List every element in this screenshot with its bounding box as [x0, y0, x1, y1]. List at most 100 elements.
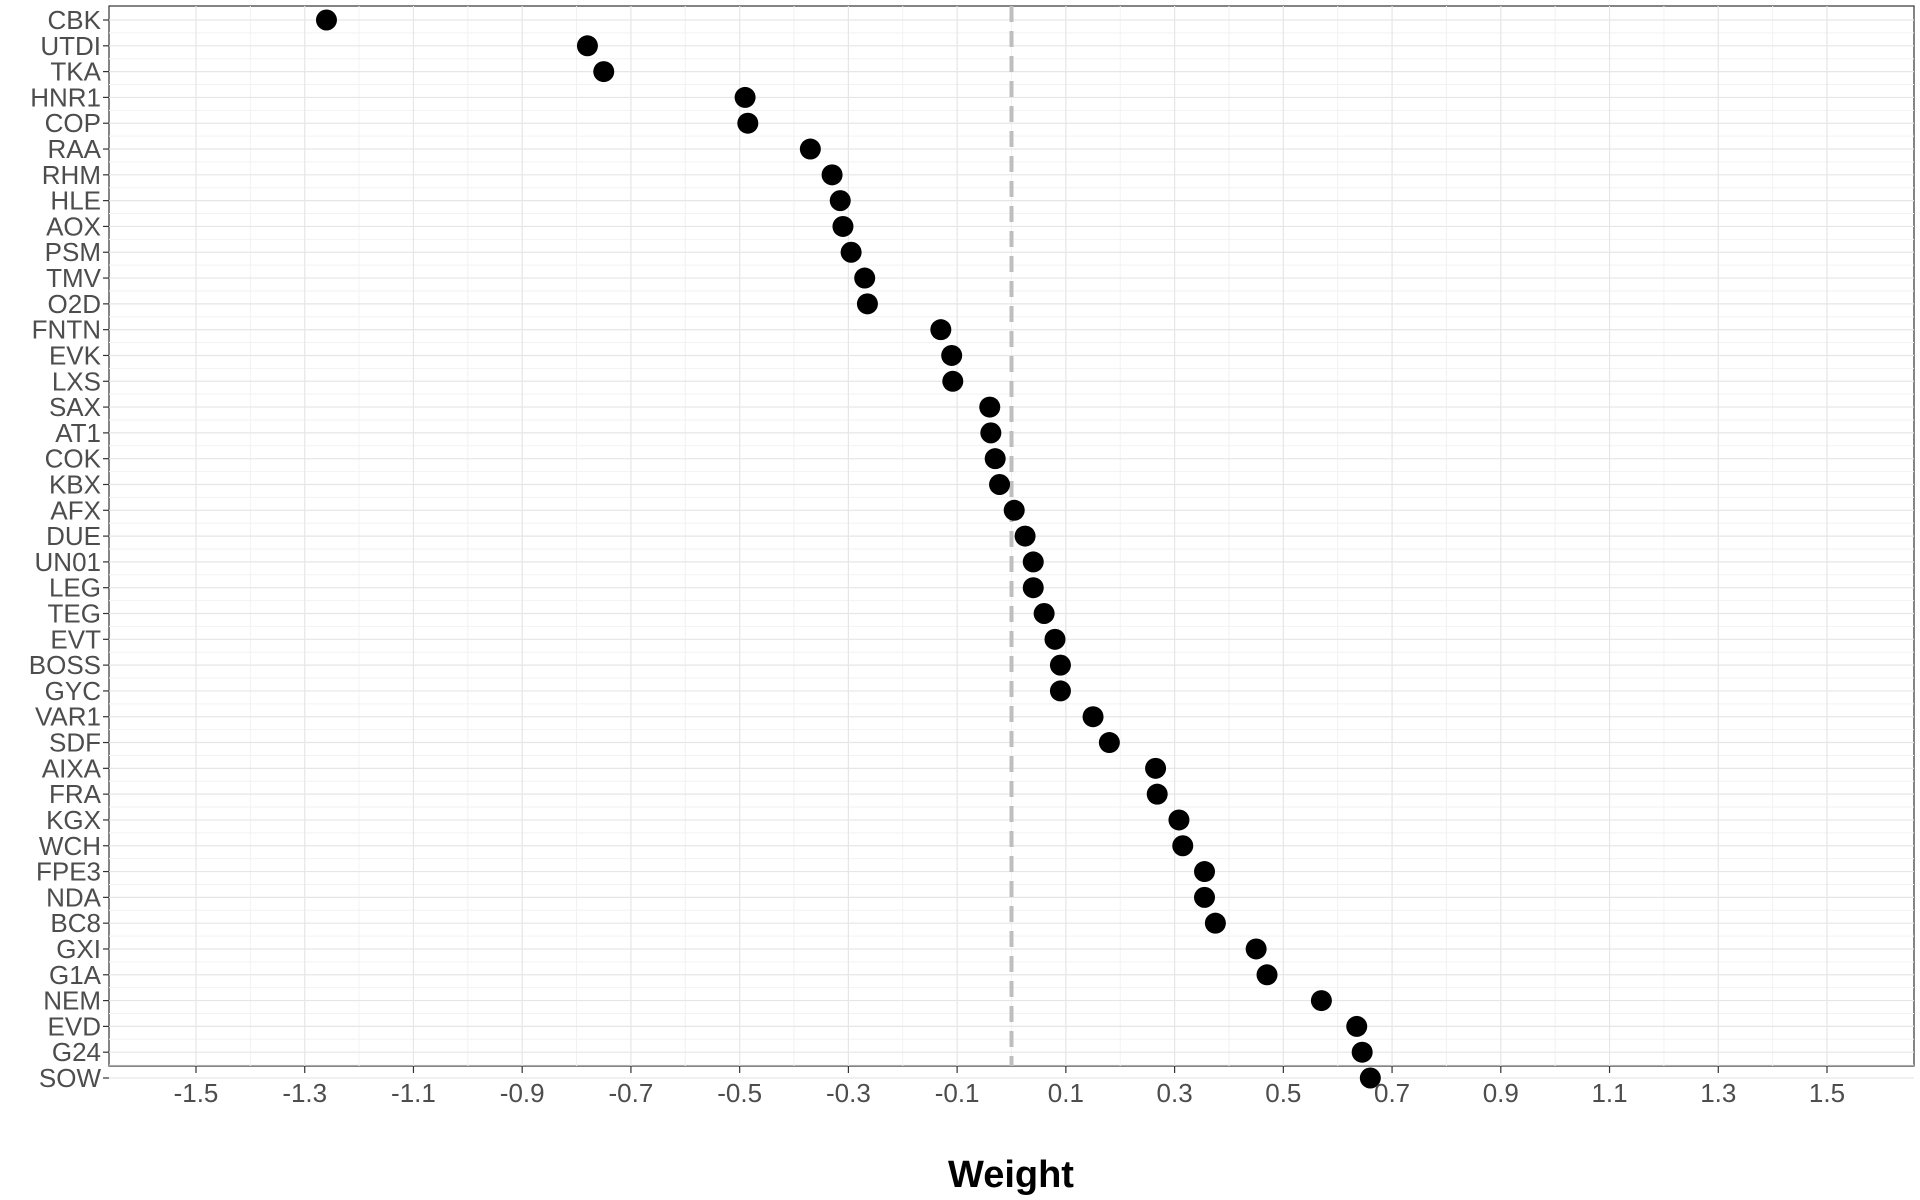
- data-point-due: [1014, 525, 1036, 547]
- data-point-gyc: [1049, 680, 1071, 702]
- y-tick-label-evd: EVD: [48, 1011, 101, 1041]
- y-tick-label-cop: COP: [45, 108, 101, 138]
- x-tick-label: 1.1: [1591, 1078, 1627, 1108]
- data-point-nda: [1194, 886, 1216, 908]
- data-point-kgx: [1168, 809, 1190, 831]
- data-point-tka: [593, 61, 615, 83]
- data-point-wch: [1172, 835, 1194, 857]
- data-point-psm: [840, 241, 862, 263]
- x-tick-label: -0.9: [500, 1078, 545, 1108]
- data-point-bc8: [1204, 912, 1226, 934]
- data-point-leg: [1022, 577, 1044, 599]
- x-tick-label: -1.1: [391, 1078, 436, 1108]
- y-tick-label-gxi: GXI: [56, 934, 101, 964]
- x-axis-ticks: [195, 1066, 1828, 1073]
- x-axis-title: Weight: [948, 1154, 1074, 1196]
- data-point-teg: [1033, 603, 1055, 625]
- data-point-fpe3: [1194, 861, 1216, 883]
- data-point-o2d: [856, 293, 878, 315]
- x-tick-label: -0.3: [826, 1078, 871, 1108]
- data-point-raa: [799, 138, 821, 160]
- y-tick-label-kgx: KGX: [46, 805, 101, 835]
- data-point-afx: [1003, 499, 1025, 521]
- y-tick-label-lxs: LXS: [52, 366, 101, 396]
- data-point-gxi: [1245, 938, 1267, 960]
- y-tick-label-sow: SOW: [39, 1063, 102, 1093]
- y-tick-label-cok: COK: [45, 444, 102, 474]
- data-point-g1a: [1256, 964, 1278, 986]
- data-point-evk: [941, 344, 963, 366]
- data-points: [315, 9, 1381, 1089]
- y-tick-label-psm: PSM: [45, 237, 101, 267]
- x-tick-label: 0.3: [1157, 1078, 1193, 1108]
- data-point-evt: [1044, 628, 1066, 650]
- y-tick-label-fpe3: FPE3: [36, 857, 101, 887]
- x-tick-label: 0.5: [1265, 1078, 1301, 1108]
- data-point-utdi: [576, 35, 598, 57]
- y-tick-label-teg: TEG: [48, 599, 101, 629]
- y-tick-label-fra: FRA: [49, 779, 102, 809]
- y-tick-label-nem: NEM: [43, 986, 101, 1016]
- y-tick-label-gyc: GYC: [45, 676, 101, 706]
- x-tick-label: 1.5: [1809, 1078, 1845, 1108]
- y-tick-label-hnr1: HNR1: [30, 82, 101, 112]
- data-point-at1: [980, 422, 1002, 444]
- x-tick-label: 0.1: [1048, 1078, 1084, 1108]
- y-tick-label-o2d: O2D: [48, 289, 101, 319]
- data-point-kbx: [989, 473, 1011, 495]
- data-point-cop: [737, 112, 759, 134]
- data-point-sow: [1359, 1067, 1381, 1089]
- data-point-fntn: [930, 319, 952, 341]
- y-tick-label-nda: NDA: [46, 882, 102, 912]
- y-tick-label-boss: BOSS: [29, 650, 101, 680]
- y-tick-label-g24: G24: [52, 1037, 101, 1067]
- y-tick-label-un01: UN01: [35, 547, 101, 577]
- data-point-sax: [979, 396, 1001, 418]
- x-tick-label: -1.3: [282, 1078, 327, 1108]
- data-point-cbk: [315, 9, 337, 31]
- data-point-aixa: [1145, 757, 1167, 779]
- y-tick-label-g1a: G1A: [49, 960, 102, 990]
- x-tick-label: 0.9: [1483, 1078, 1519, 1108]
- x-tick-label: 1.3: [1700, 1078, 1736, 1108]
- data-point-rhm: [821, 164, 843, 186]
- y-axis-ticks: [103, 19, 109, 1079]
- y-tick-label-var1: VAR1: [35, 702, 101, 732]
- y-tick-label-bc8: BC8: [50, 908, 101, 938]
- y-tick-label-afx: AFX: [50, 495, 101, 525]
- x-tick-label: -0.7: [609, 1078, 654, 1108]
- y-tick-label-sax: SAX: [49, 392, 101, 422]
- data-point-hnr1: [734, 86, 756, 108]
- y-tick-label-tmv: TMV: [46, 263, 102, 293]
- y-tick-label-evt: EVT: [50, 624, 101, 654]
- y-tick-label-aox: AOX: [46, 211, 101, 241]
- y-tick-label-leg: LEG: [49, 573, 101, 603]
- data-point-tmv: [854, 267, 876, 289]
- y-tick-label-tka: TKA: [50, 57, 101, 87]
- data-point-nem: [1310, 990, 1332, 1012]
- y-tick-label-due: DUE: [46, 521, 101, 551]
- y-tick-label-at1: AT1: [55, 418, 101, 448]
- y-tick-label-raa: RAA: [48, 134, 102, 164]
- x-axis-tick-labels: -1.5 -1.3 -1.1 -0.9 -0.7 -0.5 -0.3 -0.1 0.1 0.3 0.…: [174, 1078, 1846, 1108]
- y-tick-label-cbk: CBK: [48, 5, 102, 35]
- data-point-hle: [829, 190, 851, 212]
- data-point-cok: [984, 448, 1006, 470]
- data-point-evd: [1346, 1015, 1368, 1037]
- data-point-sdf: [1098, 732, 1120, 754]
- y-tick-label-wch: WCH: [39, 831, 101, 861]
- data-point-boss: [1049, 654, 1071, 676]
- y-tick-label-kbx: KBX: [49, 469, 101, 499]
- x-tick-label: -0.5: [717, 1078, 762, 1108]
- x-tick-label: 0.7: [1374, 1078, 1410, 1108]
- y-tick-label-evk: EVK: [49, 340, 102, 370]
- x-tick-label: -1.5: [174, 1078, 219, 1108]
- data-point-fra: [1146, 783, 1168, 805]
- data-point-un01: [1022, 551, 1044, 573]
- data-point-lxs: [942, 370, 964, 392]
- y-axis-tick-labels: CBKUTDITKAHNR1COPRAARHMHLEAOXPSMTMVO2DFN…: [29, 5, 102, 1093]
- y-tick-label-fntn: FNTN: [32, 315, 101, 345]
- y-tick-label-rhm: RHM: [42, 160, 101, 190]
- x-tick-label: -0.1: [935, 1078, 980, 1108]
